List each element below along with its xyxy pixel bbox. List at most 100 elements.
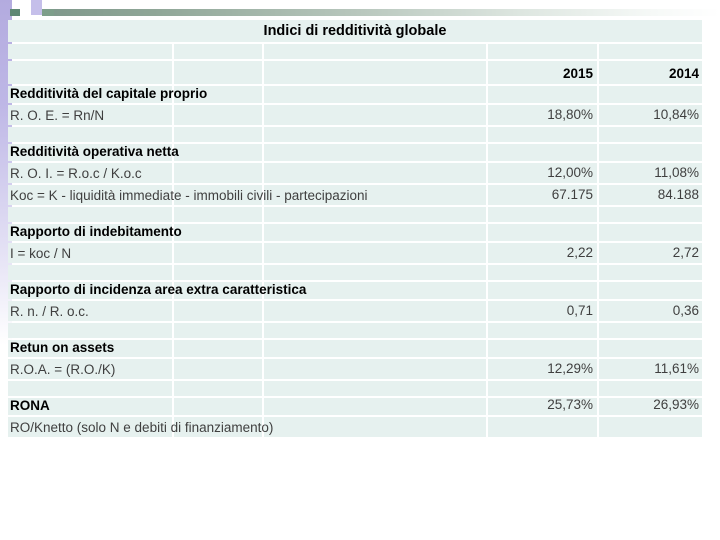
row-label: R. O. E. = Rn/N: [10, 108, 105, 123]
empty-cell: [264, 359, 486, 379]
empty-cell: [174, 243, 262, 263]
value-2015-cell: [488, 381, 597, 396]
column-header-2014: 2014: [599, 61, 702, 84]
empty-cell: [264, 265, 486, 280]
empty-cell: [174, 301, 262, 321]
top-gradient-bar: [54, 9, 720, 16]
value-2015-cell: [488, 282, 597, 299]
label-cell: [8, 127, 172, 142]
empty-cell: [174, 163, 262, 183]
row-label: Rapporto di incidenza area extra caratte…: [10, 282, 307, 297]
value-2015-cell: [488, 417, 597, 437]
value-2015-cell: [488, 144, 597, 161]
label-cell: [8, 44, 172, 59]
value-2014-cell: [599, 381, 702, 396]
empty-cell: [174, 323, 262, 338]
empty-cell: [264, 398, 486, 415]
value-2015-cell: 18,80%: [488, 105, 597, 125]
value-2014-cell: [599, 340, 702, 357]
label-cell: [8, 381, 172, 396]
table-row: I = koc / N 2,22 2,72: [8, 243, 702, 263]
empty-cell: [174, 127, 262, 142]
empty-cell: [264, 381, 486, 396]
value-2014-cell: 11,61%: [599, 359, 702, 379]
table-row: RONA 25,73% 26,93%: [8, 397, 702, 415]
label-cell: R. n. / R. o.c.: [8, 301, 172, 321]
empty-cell: [264, 185, 486, 205]
empty-cell: [264, 105, 486, 125]
empty-cell: [264, 163, 486, 183]
empty-cell: [174, 207, 262, 222]
row-label: RONA: [10, 398, 50, 413]
table-body: 2015 2014 Redditività del capitale propr…: [8, 44, 702, 437]
table-row: Rapporto di indebitamento: [8, 224, 702, 241]
empty-cell: [174, 340, 262, 357]
label-cell: R.O.A. = (R.O./K): [8, 359, 172, 379]
empty-cell: [174, 398, 262, 415]
value-2014-cell: 26,93%: [599, 397, 702, 415]
value-2014-cell: 0,36: [599, 301, 702, 321]
table-row: [8, 381, 702, 396]
label-cell: [8, 61, 172, 84]
table-row: R. n. / R. o.c. 0,71 0,36: [8, 301, 702, 321]
value-2015-cell: [488, 224, 597, 241]
label-cell: Redditività operativa netta: [8, 144, 179, 161]
value-2014-cell: [599, 265, 702, 280]
table-row: [8, 127, 702, 142]
row-label: Retun on assets: [10, 340, 115, 355]
label-cell: R. O. E. = Rn/N: [8, 105, 172, 125]
value-2015-cell: [488, 265, 597, 280]
table-row: Redditività operativa netta: [8, 144, 702, 161]
value-2014-cell: [599, 44, 702, 59]
empty-cell: [264, 144, 486, 161]
label-cell: [8, 207, 172, 222]
empty-cell: [264, 417, 486, 437]
empty-cell: [174, 44, 262, 59]
label-cell: Rapporto di indebitamento: [8, 224, 182, 241]
table-row: R.O.A. = (R.O./K) 12,29% 11,61%: [8, 359, 702, 379]
value-2015-cell: 12,29%: [488, 359, 597, 379]
empty-cell: [264, 61, 486, 84]
value-2015-cell: 12,00%: [488, 163, 597, 183]
title-row: Indici di redditività globale: [8, 20, 702, 42]
value-2015-cell: [488, 86, 597, 103]
row-label: I = koc / N: [10, 246, 72, 261]
value-2014-cell: 84.188: [599, 185, 702, 205]
table-row: Koc = K - liquidità immediate - immobili…: [8, 185, 702, 205]
label-cell: RONA: [8, 398, 172, 415]
value-2015-cell: 67.175: [488, 185, 597, 205]
label-cell: [8, 323, 172, 338]
value-2014-cell: [599, 127, 702, 142]
label-cell: RO/Knetto (solo N e debiti di finanziame…: [8, 417, 273, 437]
value-2014-cell: 2,72: [599, 243, 702, 263]
empty-cell: [264, 301, 486, 321]
value-2014-cell: [599, 323, 702, 338]
empty-cell: [174, 359, 262, 379]
empty-cell: [174, 417, 262, 437]
row-label: Rapporto di indebitamento: [10, 224, 182, 239]
value-2014-cell: [599, 417, 702, 437]
empty-cell: [174, 105, 262, 125]
value-2015-cell: [488, 340, 597, 357]
value-2015-cell: 2,22: [488, 243, 597, 263]
decorative-green-square: [10, 9, 20, 16]
value-2014-cell: [599, 224, 702, 241]
empty-cell: [174, 282, 262, 299]
value-2014-cell: 11,08%: [599, 163, 702, 183]
value-2015-cell: [488, 44, 597, 59]
slide-title: Indici di redditività globale: [8, 20, 702, 42]
empty-cell: [174, 144, 262, 161]
row-label: Redditività operativa netta: [10, 144, 179, 159]
empty-cell: [264, 207, 486, 222]
label-cell: Redditività del capitale proprio: [8, 86, 207, 103]
table-row: R. O. E. = Rn/N 18,80% 10,84%: [8, 105, 702, 125]
table-row: [8, 207, 702, 222]
table-row: Redditività del capitale proprio: [8, 86, 702, 103]
table-row: [8, 265, 702, 280]
row-label: RO/Knetto (solo N e debiti di finanziame…: [10, 420, 274, 435]
empty-cell: [264, 323, 486, 338]
row-label: Koc = K - liquidità immediate - immobili…: [10, 188, 368, 203]
value-2015-cell: [488, 127, 597, 142]
value-2015-cell: 25,73%: [488, 397, 597, 415]
value-2014-cell: [599, 86, 702, 103]
